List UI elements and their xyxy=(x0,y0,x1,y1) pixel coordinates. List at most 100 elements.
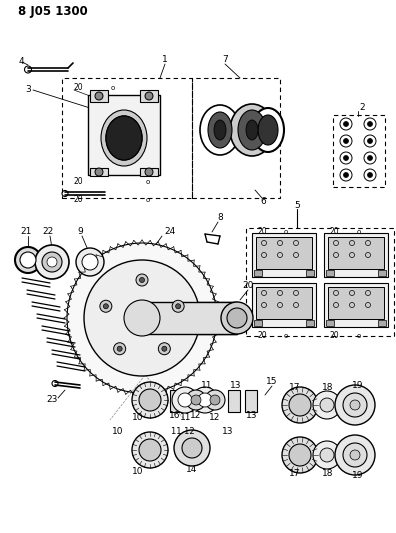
Circle shape xyxy=(186,390,206,410)
Bar xyxy=(378,320,386,326)
Bar xyxy=(254,270,262,276)
Text: o: o xyxy=(284,333,288,339)
Bar xyxy=(378,270,386,276)
Circle shape xyxy=(289,444,311,466)
Text: 13: 13 xyxy=(230,382,242,391)
Bar xyxy=(90,90,108,102)
Circle shape xyxy=(162,346,167,351)
Ellipse shape xyxy=(252,108,284,152)
Circle shape xyxy=(145,92,153,100)
Text: 11 12: 11 12 xyxy=(171,427,195,437)
Circle shape xyxy=(367,122,373,126)
Circle shape xyxy=(210,395,220,405)
Circle shape xyxy=(158,343,170,355)
Bar xyxy=(328,287,384,319)
Circle shape xyxy=(335,385,375,425)
Text: 6: 6 xyxy=(260,198,266,206)
Bar xyxy=(252,283,316,327)
Text: 21: 21 xyxy=(20,228,32,237)
Bar xyxy=(140,168,158,176)
Circle shape xyxy=(313,441,341,469)
Bar xyxy=(252,233,316,277)
Text: 10: 10 xyxy=(112,427,124,437)
Circle shape xyxy=(282,437,318,473)
Text: 13: 13 xyxy=(246,411,258,421)
Bar xyxy=(324,283,388,327)
Circle shape xyxy=(343,393,367,417)
Text: 20: 20 xyxy=(74,196,84,205)
Text: 20: 20 xyxy=(74,84,84,93)
Text: 20: 20 xyxy=(330,228,340,237)
Circle shape xyxy=(367,156,373,160)
Text: 20: 20 xyxy=(242,281,254,290)
Circle shape xyxy=(320,448,334,462)
Circle shape xyxy=(117,346,122,351)
Text: 9: 9 xyxy=(77,228,83,237)
Text: 2: 2 xyxy=(359,103,365,112)
Text: 5: 5 xyxy=(294,200,300,209)
Circle shape xyxy=(172,300,184,312)
Circle shape xyxy=(124,300,160,336)
Ellipse shape xyxy=(208,112,232,148)
Bar xyxy=(192,78,280,198)
Bar xyxy=(245,390,257,412)
Bar xyxy=(90,168,108,176)
Bar xyxy=(88,95,160,175)
Text: 15: 15 xyxy=(266,377,278,386)
Ellipse shape xyxy=(238,110,266,150)
Text: 13: 13 xyxy=(222,427,234,437)
Circle shape xyxy=(35,245,69,279)
Text: 1: 1 xyxy=(162,55,168,64)
Text: o: o xyxy=(146,179,150,185)
Bar xyxy=(170,390,180,412)
Text: 12: 12 xyxy=(209,414,221,423)
Ellipse shape xyxy=(246,120,258,140)
Text: 11: 11 xyxy=(201,382,213,391)
Ellipse shape xyxy=(200,105,240,155)
Text: 10: 10 xyxy=(132,414,144,423)
Text: o: o xyxy=(284,229,288,235)
Text: 14: 14 xyxy=(186,465,198,474)
Text: o: o xyxy=(146,197,150,203)
Circle shape xyxy=(343,122,348,126)
Circle shape xyxy=(191,395,201,405)
Circle shape xyxy=(114,343,126,355)
Circle shape xyxy=(282,387,318,423)
Ellipse shape xyxy=(221,302,253,334)
Bar xyxy=(256,237,312,269)
Bar xyxy=(306,270,314,276)
Bar xyxy=(326,320,334,326)
Circle shape xyxy=(139,439,161,461)
Circle shape xyxy=(198,393,212,407)
Ellipse shape xyxy=(214,120,226,140)
Circle shape xyxy=(343,139,348,143)
Circle shape xyxy=(367,139,373,143)
Circle shape xyxy=(289,394,311,416)
Text: 3: 3 xyxy=(25,85,31,94)
Circle shape xyxy=(100,300,112,312)
Text: 22: 22 xyxy=(42,228,53,237)
Circle shape xyxy=(67,243,217,393)
Circle shape xyxy=(15,247,41,273)
Text: 11: 11 xyxy=(180,414,192,423)
Bar xyxy=(256,287,312,319)
Bar xyxy=(142,302,237,334)
Ellipse shape xyxy=(106,116,142,160)
Bar xyxy=(333,115,385,187)
Bar xyxy=(328,237,384,269)
Circle shape xyxy=(139,278,145,282)
Circle shape xyxy=(20,252,36,268)
Circle shape xyxy=(350,450,360,460)
Circle shape xyxy=(335,435,375,475)
Text: o: o xyxy=(111,85,115,91)
Circle shape xyxy=(313,391,341,419)
Circle shape xyxy=(205,390,225,410)
Text: 8 J05 1300: 8 J05 1300 xyxy=(18,5,88,19)
Circle shape xyxy=(174,430,210,466)
Ellipse shape xyxy=(227,308,247,328)
Text: 16: 16 xyxy=(169,411,181,421)
Bar xyxy=(254,320,262,326)
Text: 23: 23 xyxy=(46,395,58,405)
Circle shape xyxy=(132,432,168,468)
Ellipse shape xyxy=(106,116,142,160)
